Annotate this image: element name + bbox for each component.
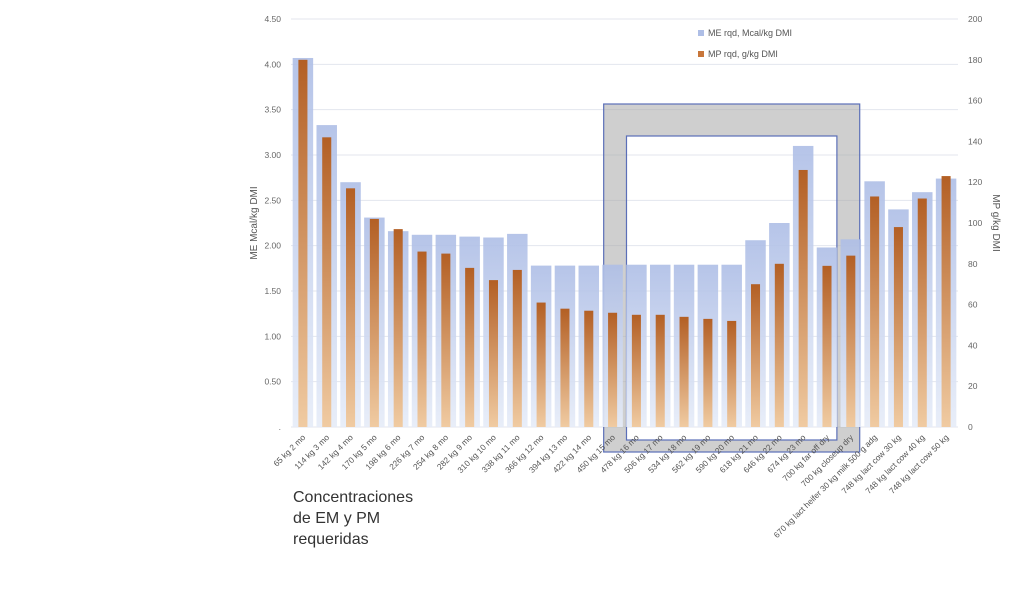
- y2-tick-label: 60: [968, 300, 978, 310]
- mp-bar: [679, 316, 689, 427]
- mp-bar: [917, 198, 927, 427]
- legend: ME rqd, Mcal/kg DMI MP rqd, g/kg DMI: [698, 28, 792, 59]
- legend-label: MP rqd, g/kg DMI: [708, 49, 778, 59]
- mp-bar: [822, 265, 832, 427]
- y2-tick-label: 80: [968, 259, 978, 269]
- mp-bar: [512, 269, 522, 427]
- mp-bar: [798, 169, 808, 427]
- y-tick-label: 1.50: [264, 286, 281, 296]
- mp-bar: [608, 312, 618, 427]
- y-tick-label: 3.00: [264, 150, 281, 160]
- y2-tick-label: 200: [968, 14, 982, 24]
- y-axis-title: ME Mcal/kg DMI: [249, 186, 260, 259]
- mp-bar: [560, 308, 570, 427]
- caption-line-2: de EM y PM: [293, 510, 381, 527]
- mp-bar: [465, 267, 475, 427]
- mp-bar: [774, 263, 784, 427]
- y-tick-label: 4.00: [264, 59, 281, 69]
- y-tick-label: 4.50: [264, 14, 281, 24]
- legend-swatch: [698, 30, 704, 36]
- mp-bar: [346, 188, 356, 427]
- y-tick-label: 2.50: [264, 195, 281, 205]
- y-tick-label: 0.50: [264, 377, 281, 387]
- y2-tick-label: 20: [968, 381, 978, 391]
- y-tick-label: .: [279, 422, 281, 432]
- mp-bar: [322, 137, 332, 427]
- y2-tick-label: 180: [968, 55, 982, 65]
- mp-bar: [870, 196, 880, 427]
- y2-tick-label: 40: [968, 340, 978, 350]
- mp-bar: [631, 314, 641, 427]
- caption-line-3: requeridas: [293, 531, 369, 548]
- mp-bar: [536, 302, 546, 427]
- mp-bar: [369, 218, 379, 427]
- mp-bar: [298, 59, 308, 428]
- y2-tick-label: 160: [968, 96, 982, 106]
- y-tick-label: 1.00: [264, 331, 281, 341]
- mp-bar: [727, 320, 737, 427]
- y2-tick-label: 120: [968, 177, 982, 187]
- y2-tick-label: 140: [968, 136, 982, 146]
- mp-bar: [393, 229, 403, 427]
- y2-axis-title: MP g/kg DMI: [990, 194, 1001, 252]
- caption: Concentraciones de EM y PM requeridas: [293, 487, 493, 550]
- y-tick-label: 3.50: [264, 105, 281, 115]
- mp-series: [298, 59, 951, 428]
- y-tick-label: 2.00: [264, 241, 281, 251]
- mp-bar: [417, 251, 427, 427]
- legend-label: ME rqd, Mcal/kg DMI: [708, 28, 792, 38]
- caption-line-1: Concentraciones: [293, 489, 414, 506]
- y2-tick-label: 0: [968, 422, 973, 432]
- mp-bar: [584, 310, 594, 427]
- y2-tick-label: 100: [968, 218, 982, 228]
- mp-bar: [893, 227, 903, 427]
- mp-bar: [441, 253, 451, 427]
- mp-bar: [703, 318, 713, 427]
- mp-bar: [846, 255, 856, 427]
- mp-bar: [750, 284, 761, 427]
- mp-bar: [655, 314, 665, 427]
- mp-bar: [488, 280, 499, 427]
- mp-bar: [941, 176, 951, 427]
- legend-swatch: [698, 51, 704, 57]
